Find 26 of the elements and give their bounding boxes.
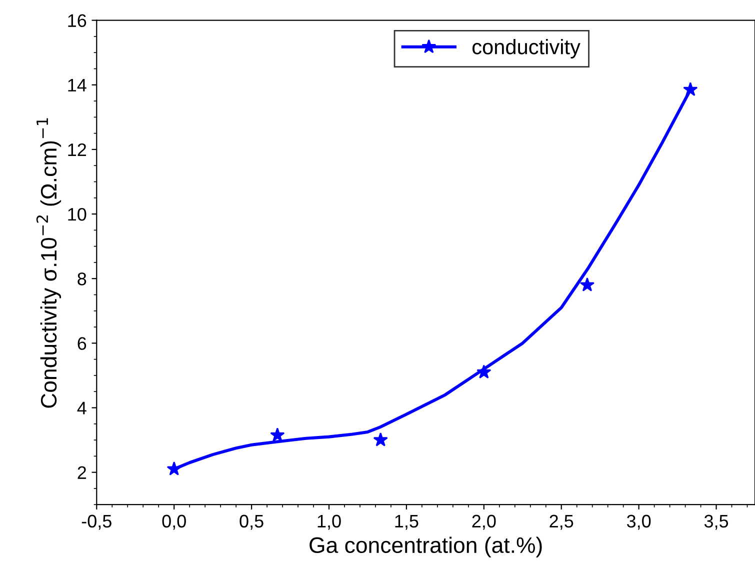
x-tick-label: 3,5 bbox=[704, 514, 728, 530]
y-tick-label: 8 bbox=[78, 272, 86, 286]
x-tick-label: 3,0 bbox=[626, 514, 651, 530]
y-tick-label: 4 bbox=[77, 402, 86, 414]
x-tick-label: 0,0 bbox=[162, 514, 186, 530]
x-axis-title: Ga concentration (at.%) bbox=[310, 536, 542, 558]
y-tick-label: 2 bbox=[78, 466, 86, 479]
y-tick-label: 16 bbox=[68, 14, 86, 28]
x-tick-label: 0,5 bbox=[240, 514, 264, 530]
x-tick-label: -0,5 bbox=[82, 514, 112, 530]
y-axis-title: Conductivity σ.10$^{−2}$ (Ω.cm)$^{−1}$ bbox=[36, 118, 62, 408]
point bbox=[580, 277, 595, 292]
point bbox=[270, 428, 285, 442]
x-tick-label: 2,0 bbox=[472, 514, 496, 530]
legend-label: conductivity bbox=[472, 39, 580, 58]
y-tick-label: 10 bbox=[68, 208, 86, 221]
point bbox=[476, 364, 492, 379]
y-tick-label: 12 bbox=[68, 143, 86, 156]
point bbox=[373, 432, 388, 446]
x-tick-label: 1,0 bbox=[318, 514, 341, 530]
point bbox=[683, 82, 698, 96]
y-tick-label: 6 bbox=[78, 337, 86, 350]
y-tick-label: 14 bbox=[68, 78, 86, 92]
x-tick-label: 1,5 bbox=[395, 514, 418, 530]
x-tick-label: 2,5 bbox=[550, 514, 574, 530]
point bbox=[166, 461, 182, 476]
